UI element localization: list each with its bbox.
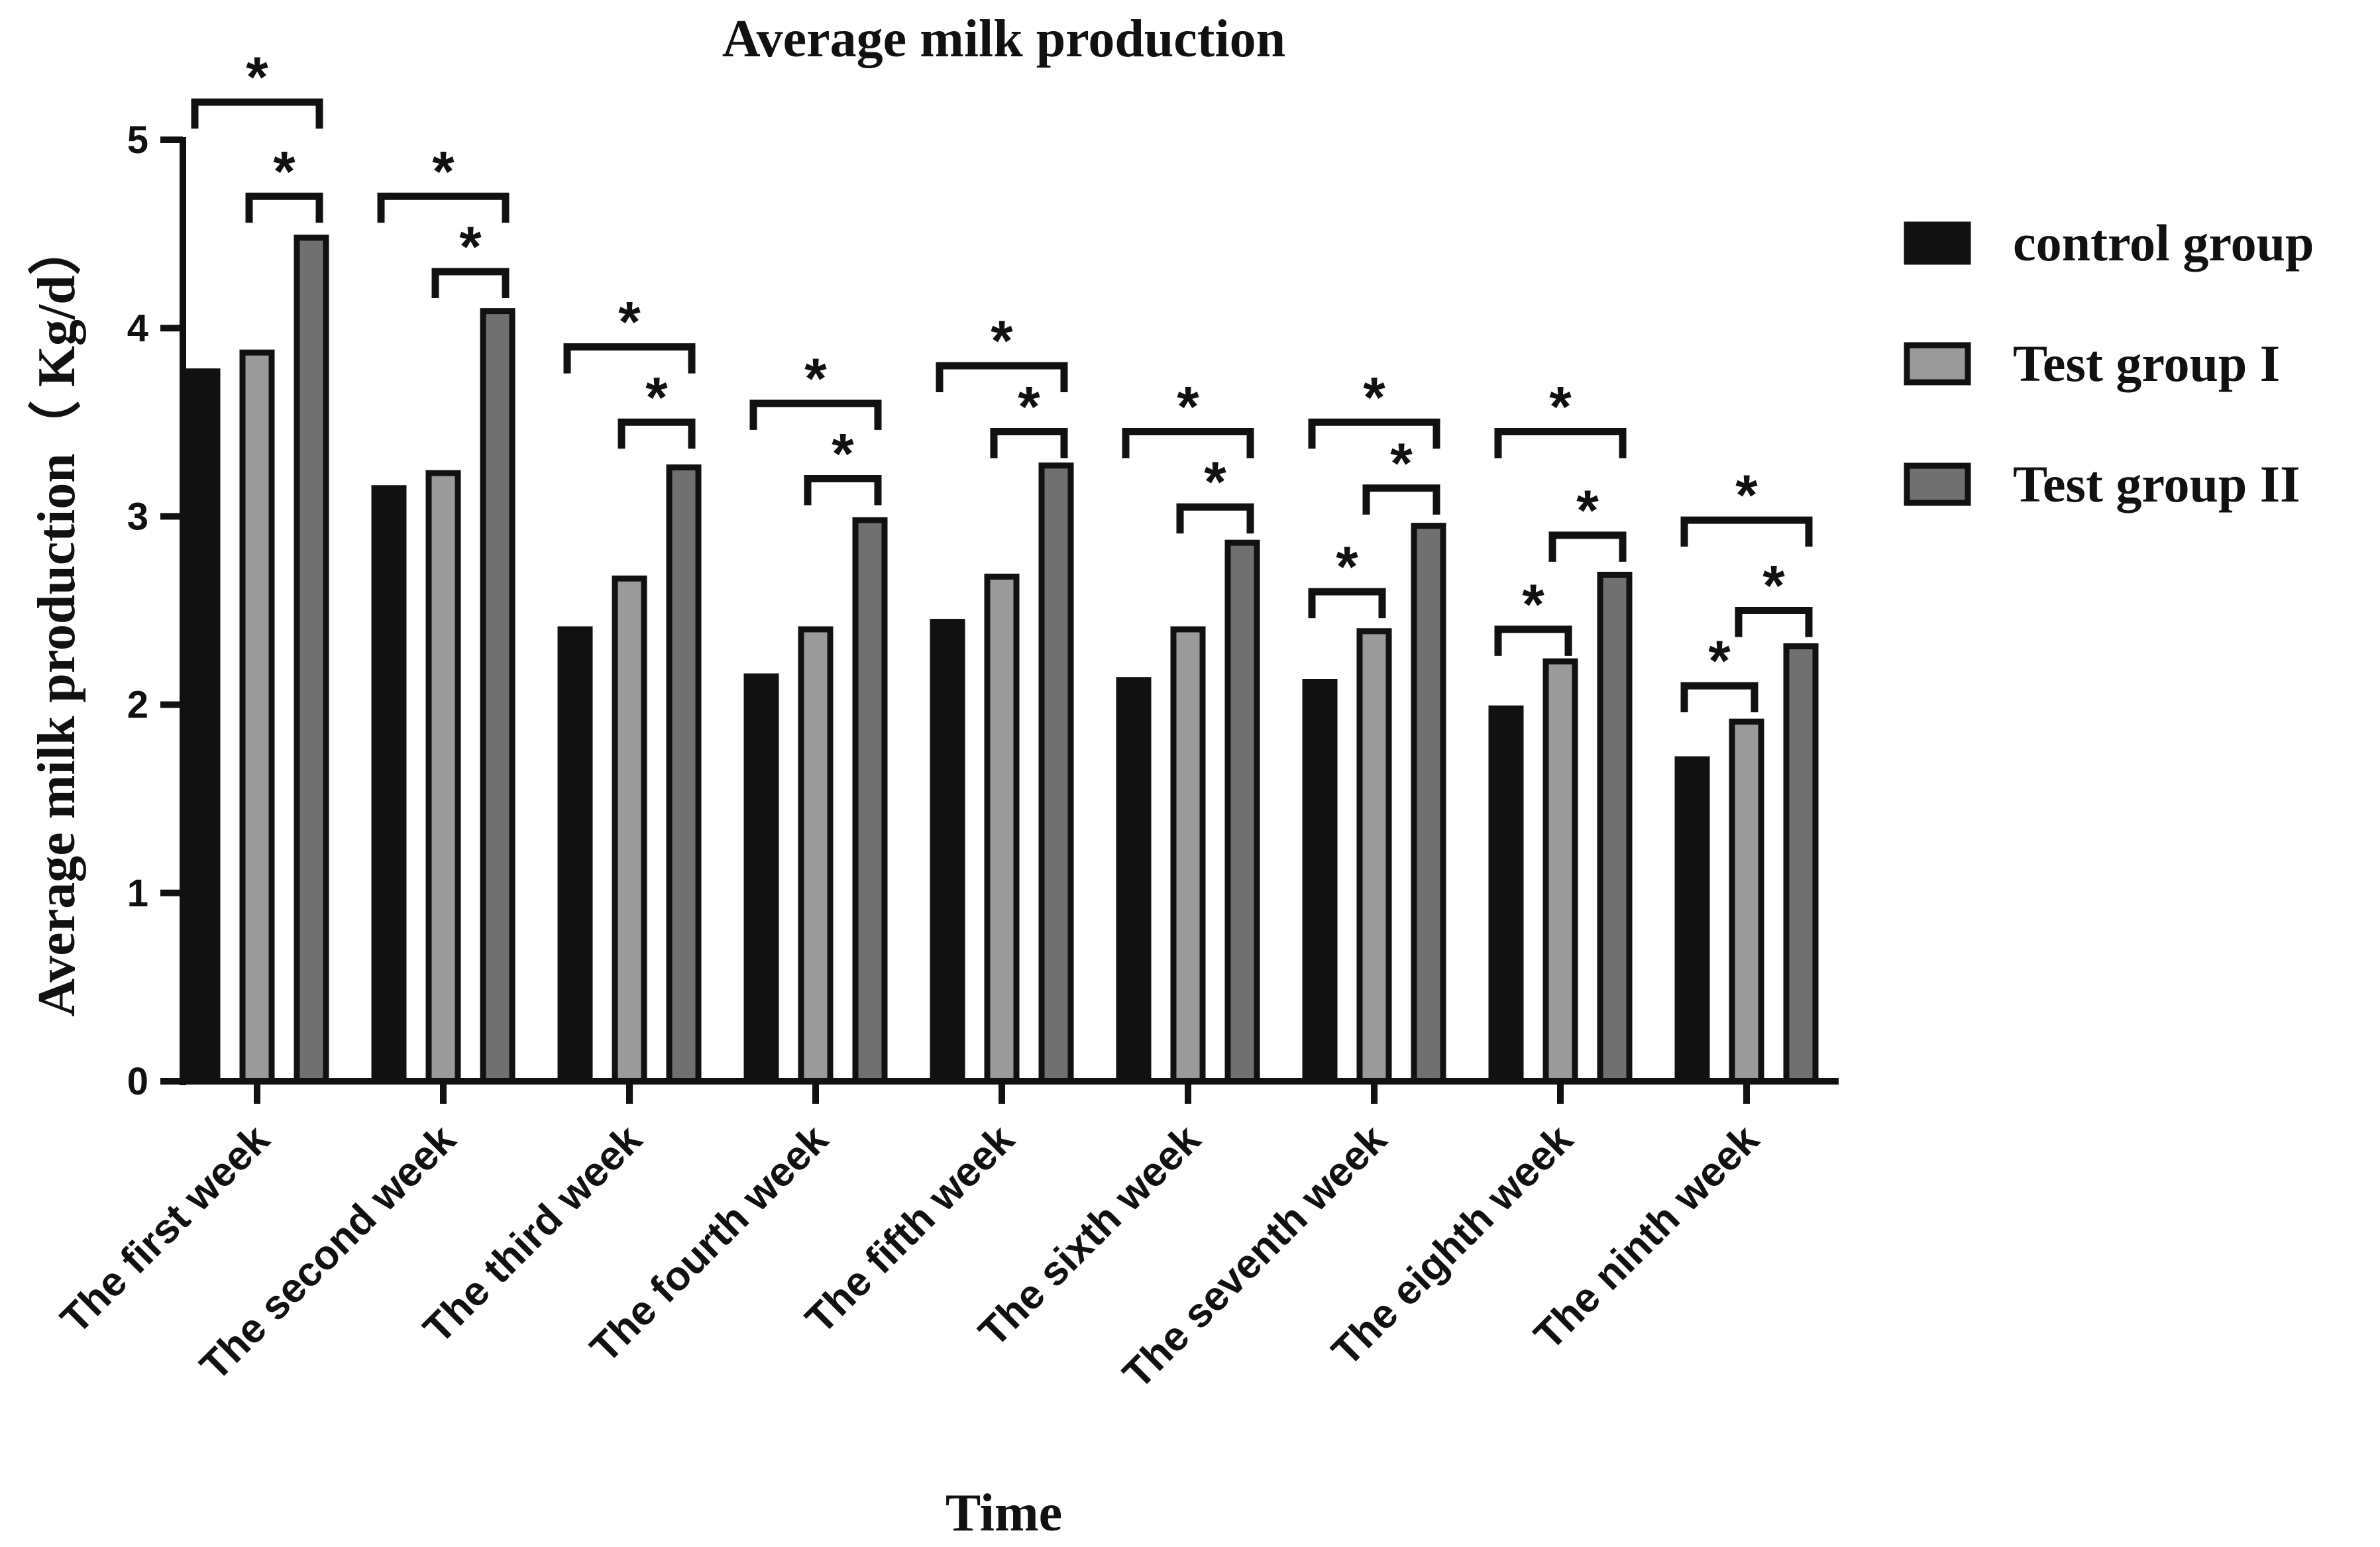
significance-star: * xyxy=(1735,464,1758,527)
bar-1-7 xyxy=(1302,678,1338,1085)
significance-star: * xyxy=(618,291,641,354)
significance-star: * xyxy=(1762,555,1785,618)
bar-1-3 xyxy=(557,626,593,1085)
significance-star: * xyxy=(1177,376,1199,439)
bar-1-1 xyxy=(185,368,221,1085)
chart-title: Average milk production xyxy=(722,10,1285,68)
x-axis-label: Time xyxy=(946,1484,1062,1542)
bar-1-9 xyxy=(1674,756,1710,1085)
significance-bracket xyxy=(1494,625,1572,656)
significance-star: * xyxy=(459,215,482,279)
bar-2-1 xyxy=(239,349,275,1085)
legend-label-3: Test group II xyxy=(2013,455,2300,513)
significance-star: * xyxy=(432,140,455,203)
legend-swatch-1 xyxy=(1904,221,1971,265)
significance-star: * xyxy=(1018,376,1040,439)
y-tick-label: 4 xyxy=(127,307,148,350)
bar-1-4 xyxy=(743,673,779,1085)
bar-2-9 xyxy=(1729,718,1764,1085)
significance-bracket xyxy=(1362,484,1440,515)
significance-bracket xyxy=(749,400,882,430)
bar-2-4 xyxy=(798,626,834,1085)
significance-bracket xyxy=(245,192,323,223)
bar-2-6 xyxy=(1170,626,1206,1085)
bar-1-2 xyxy=(371,485,407,1085)
bar-1-8 xyxy=(1488,705,1524,1085)
significance-star: * xyxy=(1363,366,1385,429)
bar-3-9 xyxy=(1783,643,1819,1085)
bar-1-6 xyxy=(1116,677,1152,1085)
bar-3-7 xyxy=(1411,523,1446,1085)
significance-bracket xyxy=(377,192,510,223)
significance-star: * xyxy=(1708,629,1731,693)
significance-star: * xyxy=(645,366,668,429)
significance-bracket xyxy=(563,343,696,374)
bar-3-1 xyxy=(294,235,329,1085)
legend-label-1: control group xyxy=(2013,214,2314,272)
significance-bracket xyxy=(990,428,1068,458)
significance-bracket xyxy=(431,268,510,298)
bar-3-6 xyxy=(1224,539,1260,1085)
legend-label-2: Test group I xyxy=(2013,335,2280,392)
bar-2-5 xyxy=(984,573,1020,1085)
significance-star: * xyxy=(1204,451,1226,514)
legend-swatch-3 xyxy=(1904,462,1971,506)
significance-bracket xyxy=(1494,428,1627,458)
bar-3-4 xyxy=(852,517,888,1085)
bar-2-3 xyxy=(612,575,647,1085)
significance-star: * xyxy=(246,46,268,109)
significance-star: * xyxy=(273,140,296,203)
bar-3-5 xyxy=(1038,462,1074,1085)
y-axis-label: Average milk production（ Kg/d） xyxy=(28,222,86,1016)
significance-star: * xyxy=(1390,432,1413,496)
significance-bracket xyxy=(1176,503,1254,534)
bar-2-7 xyxy=(1356,628,1392,1085)
significance-star: * xyxy=(832,423,854,486)
y-tick-label: 3 xyxy=(127,495,148,538)
significance-bracket xyxy=(1122,428,1254,458)
significance-bracket xyxy=(1735,607,1813,637)
significance-bracket xyxy=(1308,418,1440,449)
significance-bracket xyxy=(618,418,696,449)
significance-star: * xyxy=(1336,535,1358,599)
significance-bracket xyxy=(1548,531,1627,562)
significance-star: * xyxy=(1549,376,1572,439)
significance-star: * xyxy=(991,309,1013,373)
significance-bracket xyxy=(1680,682,1758,713)
significance-star: * xyxy=(804,347,827,411)
y-tick-label: 0 xyxy=(127,1060,148,1103)
y-tick-label: 1 xyxy=(127,872,148,915)
bar-2-2 xyxy=(425,470,461,1085)
bar-1-5 xyxy=(930,619,965,1085)
bar-3-8 xyxy=(1597,572,1633,1085)
significance-star: * xyxy=(1522,573,1544,637)
significance-bracket xyxy=(191,98,323,129)
significance-bracket xyxy=(936,362,1068,393)
bar-3-3 xyxy=(666,464,702,1085)
y-tick-label: 2 xyxy=(127,684,148,727)
significance-star: * xyxy=(1576,479,1599,543)
legend-swatch-2 xyxy=(1904,342,1971,386)
significance-bracket xyxy=(804,475,882,506)
significance-bracket xyxy=(1680,516,1813,547)
y-tick-label: 5 xyxy=(127,119,148,162)
legend: control group Test group I Test group II xyxy=(1904,214,2314,513)
significance-bracket xyxy=(1308,588,1386,619)
bar-3-2 xyxy=(480,308,515,1085)
bar-2-8 xyxy=(1542,658,1578,1085)
